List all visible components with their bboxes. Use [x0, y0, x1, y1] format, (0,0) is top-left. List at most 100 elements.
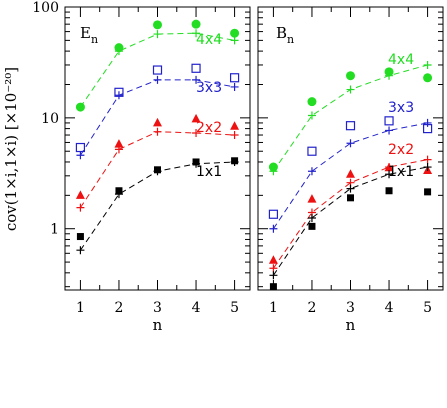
series-3x3: 3x3	[268, 100, 433, 233]
series-1x1: 1x1	[269, 163, 432, 291]
series-1x1: 1x1	[76, 157, 239, 255]
series-4x4: 4x4	[268, 52, 433, 176]
data-point	[307, 146, 317, 156]
data-point	[114, 139, 124, 148]
fit-line	[273, 122, 428, 229]
fit-marker	[346, 184, 355, 193]
x-tick-label: 2	[307, 300, 316, 316]
fit-marker	[153, 30, 162, 39]
panel-e-n: 1 10 100 1 2 3 4 5 n En 4x4 3x3 2x2 1x1	[32, 0, 251, 334]
series-label: 3x3	[196, 80, 222, 96]
series-3x3: 3x3	[75, 63, 240, 160]
series-2x2: 2x2	[75, 113, 240, 212]
series-2x2: 2x2	[268, 142, 433, 273]
y-tick-label: 1	[50, 222, 59, 238]
panel-label: Bn	[276, 24, 294, 46]
data-point	[152, 65, 163, 75]
fit-marker	[230, 82, 239, 91]
fit-marker	[423, 163, 432, 172]
x-tick-label: 5	[230, 300, 239, 316]
fit-marker	[230, 131, 239, 140]
fit-marker	[307, 167, 316, 176]
x-tick-label: 1	[269, 300, 278, 316]
fit-marker	[76, 246, 85, 255]
data-point	[308, 222, 316, 230]
series-label: 4x4	[196, 32, 222, 48]
data-point	[384, 162, 394, 172]
panel-b-n: 1 2 3 4 5 n Bn 4x4 3x3 2x2 1x1	[257, 6, 444, 334]
panel-label: En	[80, 24, 98, 46]
fit-marker	[307, 213, 316, 222]
y-tick-label: 10	[41, 111, 59, 127]
data-point	[346, 169, 355, 178]
x-tick-label: 4	[385, 300, 394, 316]
fit-marker	[423, 118, 432, 127]
fit-marker	[192, 75, 201, 84]
x-tick-label: 4	[192, 300, 201, 316]
fit-line	[273, 159, 428, 269]
data-point	[230, 28, 240, 38]
data-point	[346, 71, 355, 81]
data-point	[385, 187, 393, 195]
fit-marker	[269, 264, 278, 273]
data-point	[75, 142, 86, 153]
data-point	[347, 194, 354, 202]
data-point	[384, 67, 394, 77]
fit-marker	[192, 129, 201, 138]
data-point	[268, 162, 278, 172]
data-point	[424, 188, 432, 196]
data-point	[154, 166, 161, 174]
data-point	[191, 19, 201, 29]
data-point	[231, 157, 239, 165]
data-point	[229, 73, 240, 83]
data-point	[269, 283, 277, 291]
data-point	[423, 73, 433, 83]
fit-marker	[385, 126, 394, 135]
fit-marker	[346, 139, 355, 148]
x-axis-title: n	[346, 316, 356, 334]
data-point	[268, 209, 279, 219]
plot-frame	[257, 6, 444, 291]
data-point	[191, 63, 201, 73]
fit-marker	[307, 111, 316, 120]
data-point	[384, 116, 394, 126]
data-point	[307, 97, 317, 107]
data-point	[268, 255, 278, 264]
data-point	[191, 113, 201, 123]
fit-marker	[385, 170, 394, 179]
fit-marker	[269, 271, 278, 280]
data-point	[114, 43, 124, 53]
x-tick-label: 3	[153, 300, 162, 316]
fit-marker	[153, 75, 162, 84]
fit-marker	[114, 91, 123, 100]
x-tick-label: 1	[76, 300, 85, 316]
data-point	[153, 117, 162, 127]
fit-line	[273, 166, 428, 276]
data-point	[230, 121, 240, 130]
series-4x4: 4x4	[75, 19, 240, 112]
fit-marker	[346, 85, 355, 94]
fit-marker	[423, 155, 432, 164]
x-tick-label: 5	[423, 300, 432, 316]
data-point	[75, 102, 85, 112]
data-point	[307, 194, 317, 203]
series-label: 4x4	[388, 52, 414, 68]
fit-marker	[269, 224, 278, 233]
series-label: 2x2	[196, 120, 222, 136]
data-point	[75, 190, 85, 199]
y-tick-label: 100	[32, 0, 59, 16]
y-axis-title: cov(1×i,1×i) [×10⁻²⁰]	[2, 67, 20, 231]
data-point	[192, 158, 200, 166]
series-label: 3x3	[388, 100, 414, 116]
fit-marker	[76, 151, 85, 160]
data-point	[115, 187, 123, 195]
x-axis-title: n	[153, 316, 163, 334]
fit-marker	[76, 203, 85, 212]
data-point	[422, 123, 433, 134]
fit-marker	[153, 127, 162, 136]
x-tick-label: 3	[346, 300, 355, 316]
data-point	[345, 121, 356, 131]
data-point	[153, 20, 162, 30]
data-point	[76, 233, 84, 241]
